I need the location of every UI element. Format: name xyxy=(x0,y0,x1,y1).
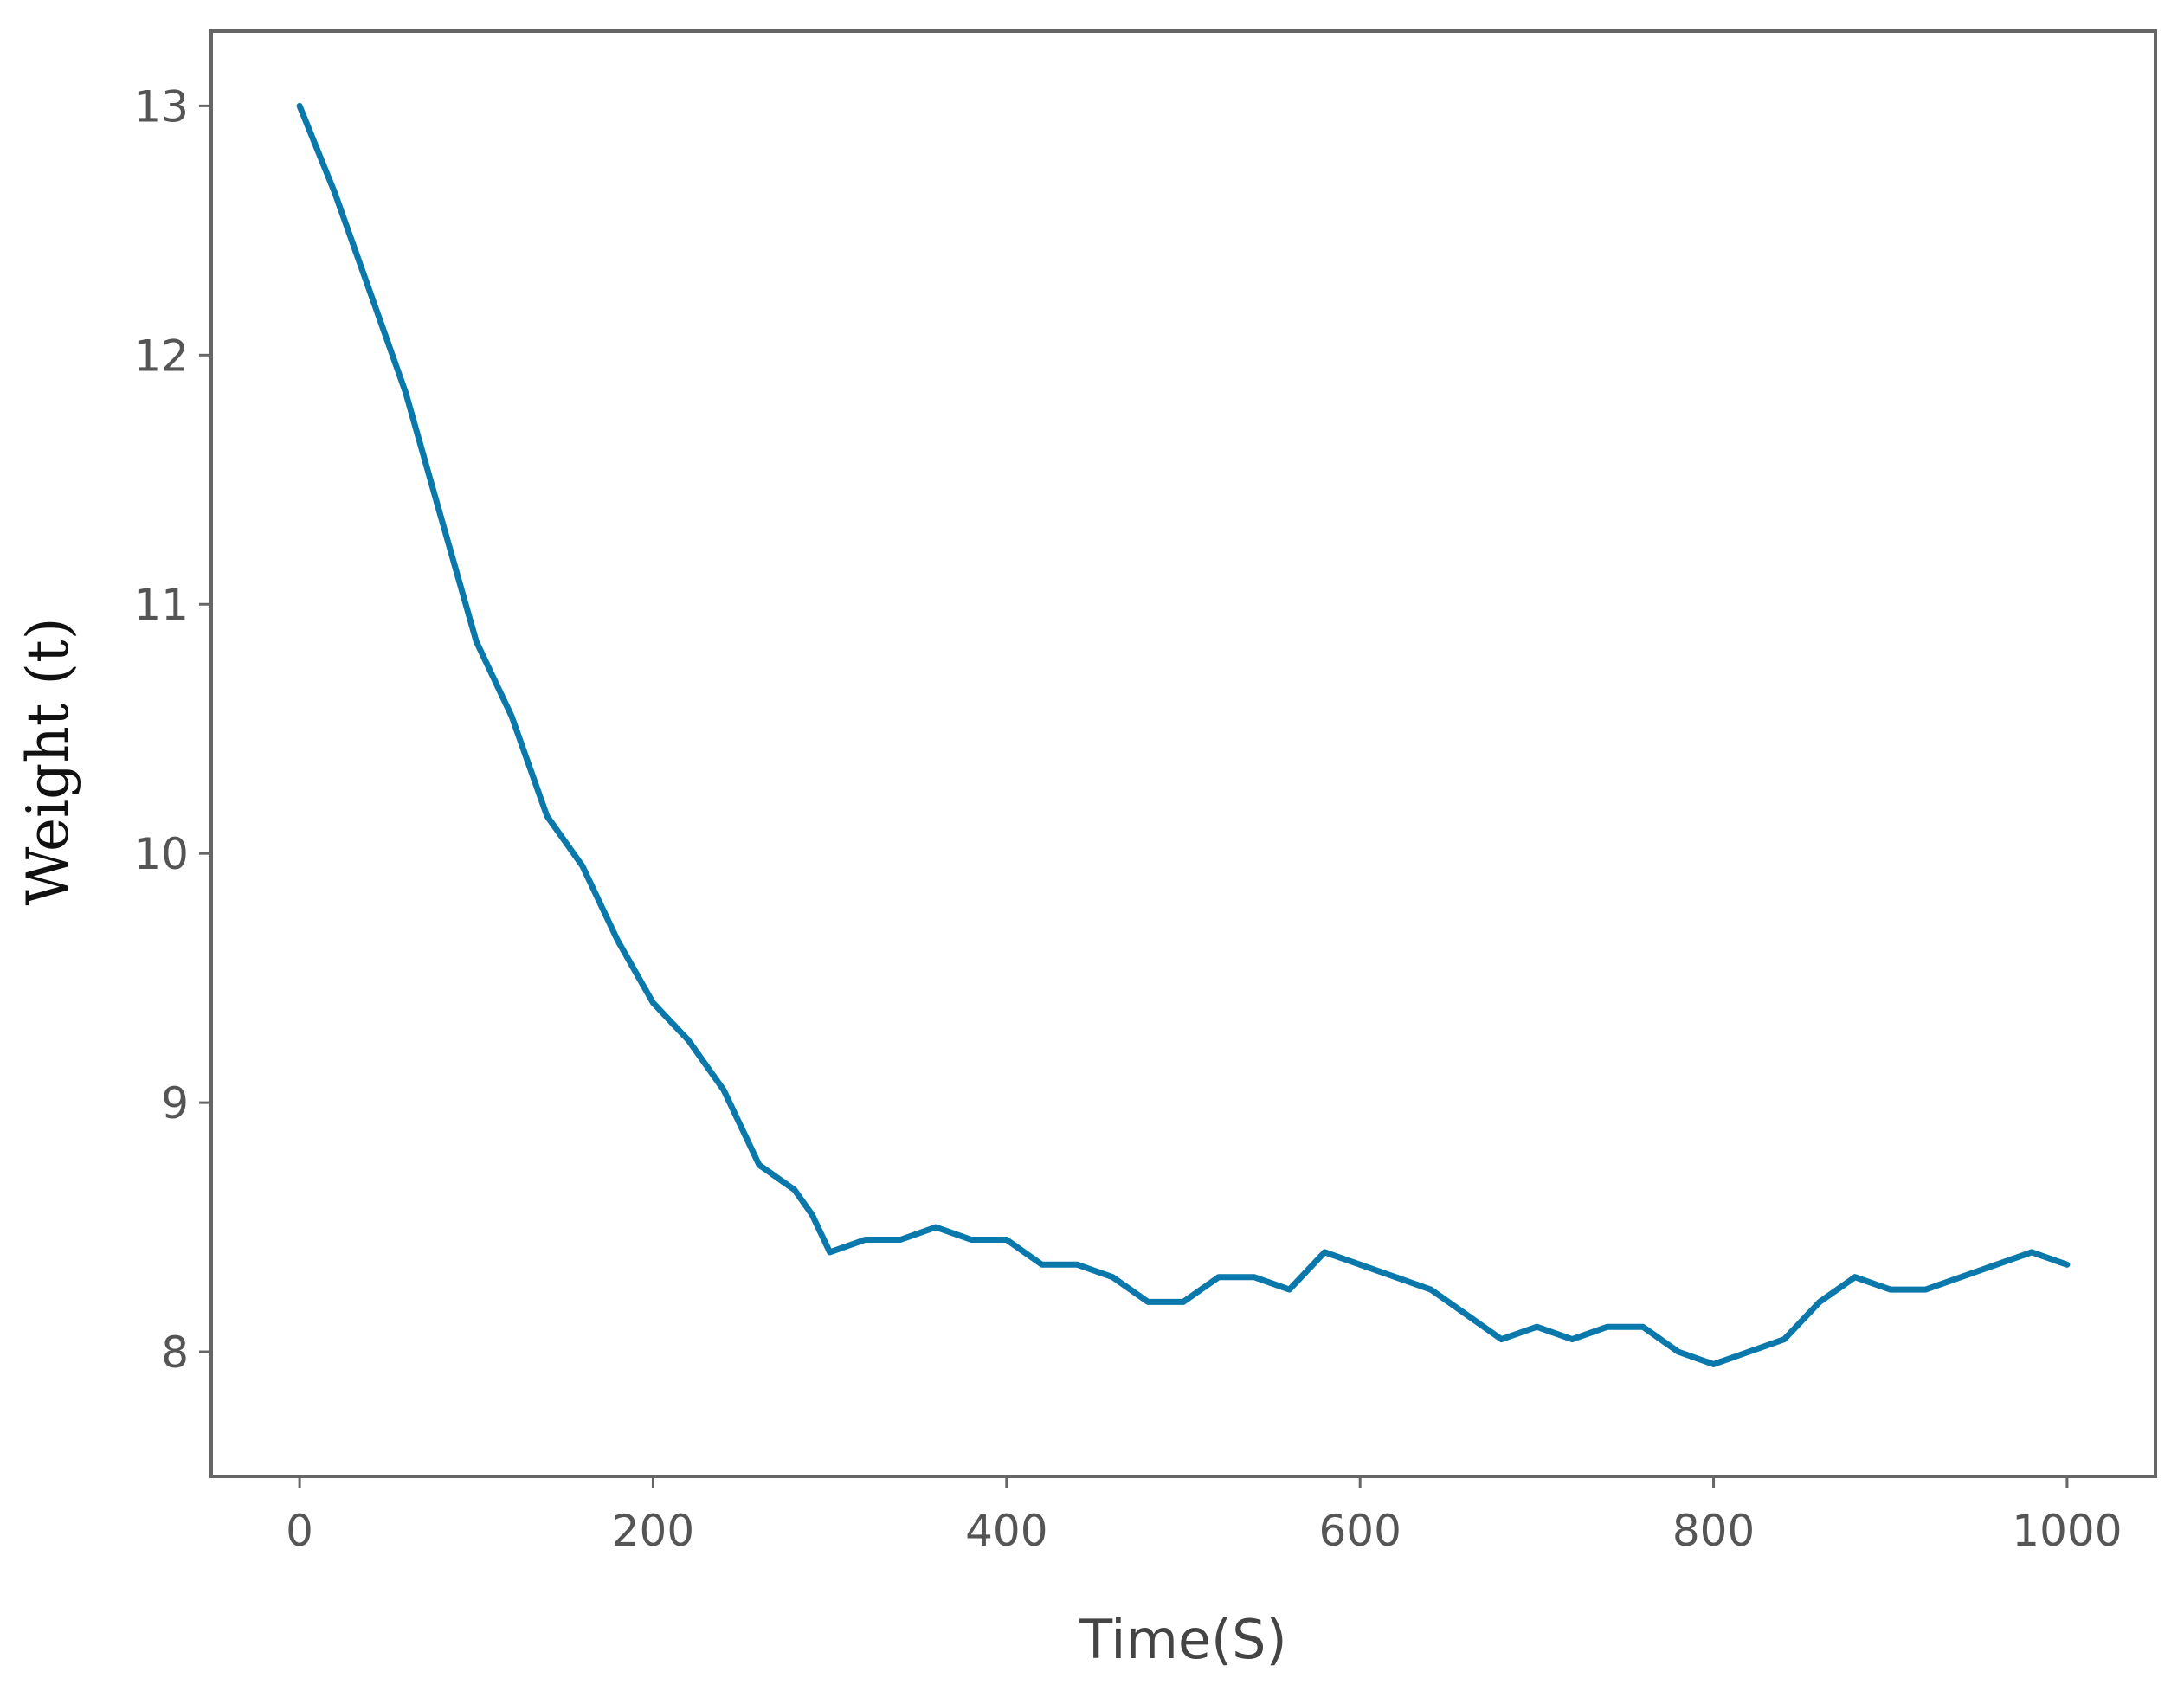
y-tick-label: 10 xyxy=(133,829,189,879)
x-axis-title: Time(S) xyxy=(1079,1608,1286,1671)
x-tick-label: 800 xyxy=(1672,1506,1755,1556)
y-tick-label: 12 xyxy=(133,331,189,381)
y-axis-ticks: 8 9 10 11 12 13 xyxy=(133,81,211,1378)
y-tick-label: 11 xyxy=(133,580,189,630)
x-tick-label: 1000 xyxy=(2012,1506,2122,1556)
x-axis-ticks: 0 200 400 600 800 1000 xyxy=(286,1476,2123,1556)
y-axis-title: Weight (t) xyxy=(15,618,81,906)
x-tick-label: 400 xyxy=(965,1506,1047,1556)
x-tick-label: 200 xyxy=(612,1506,694,1556)
y-tick-label: 9 xyxy=(161,1078,189,1128)
y-tick-label: 8 xyxy=(161,1328,189,1378)
x-tick-label: 600 xyxy=(1318,1506,1401,1556)
series-line xyxy=(296,102,2071,1367)
y-tick-label: 13 xyxy=(133,81,189,132)
x-tick-label: 0 xyxy=(286,1506,313,1556)
plot-frame xyxy=(209,29,2157,1478)
